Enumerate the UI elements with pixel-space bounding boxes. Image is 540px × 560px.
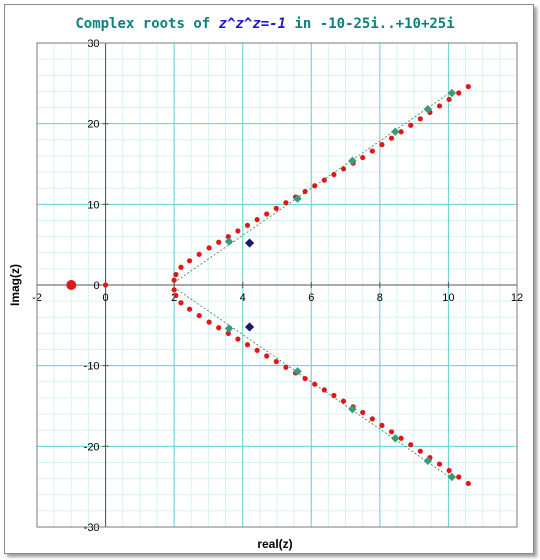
data-point [456,474,462,480]
data-point [321,387,327,393]
data-point [447,472,457,482]
data-point [66,280,77,290]
data-point [235,336,241,342]
data-point [283,200,289,206]
data-point [224,237,234,246]
data-point [391,434,400,443]
x-tick-label: 2 [171,292,177,304]
data-point [206,245,212,251]
data-point [423,456,433,466]
data-point [321,177,327,183]
data-point [360,409,366,416]
data-point [388,135,395,141]
x-axis-label: real(z) [257,537,292,551]
data-point [186,306,193,312]
y-tick-label: 0 [93,280,99,292]
data-point [302,375,308,382]
data-point [235,228,241,234]
chart-frame: Complex roots of z^z^z=-1 in -10-25i..+1… [4,4,534,554]
data-point [244,238,255,248]
data-point [331,171,337,178]
y-tick-label: 10 [87,199,99,211]
x-tick-label: 4 [240,292,246,304]
data-point [293,194,302,203]
data-point [340,166,347,172]
chart-title-formula: z^z^z=-1 [219,16,286,32]
data-point [398,435,404,441]
data-point [293,367,302,376]
y-tick-label: -10 [84,361,100,373]
chart-title: Complex roots of z^z^z=-1 in -10-25i..+1… [75,16,454,32]
data-point [216,325,222,331]
y-tick-label: 30 [87,38,99,50]
data-point [173,292,179,299]
data-point [379,422,385,428]
data-point [173,271,179,278]
data-point [436,461,443,467]
plot-border [36,42,518,528]
y-axis-label: Imag(z) [8,264,22,306]
data-point [196,313,202,319]
data-point [171,277,177,283]
data-point [273,205,279,211]
data-point [391,127,400,136]
data-point [340,398,347,404]
data-point [273,359,279,365]
data-point [224,324,234,333]
data-point [244,222,251,228]
x-tick-label: 0 [103,292,109,304]
data-point [312,183,318,189]
data-point [408,442,414,448]
data-point [171,287,177,293]
data-point [196,251,202,257]
data-point [465,83,471,90]
data-point [369,416,375,422]
data-point [348,405,357,414]
data-point [254,347,260,353]
data-point [369,148,375,154]
data-point [447,88,457,98]
chart-title-prefix: Complex roots of [75,16,218,32]
data-point [465,480,471,487]
chart-title-suffix: in -10-25i..+10+25i [286,16,455,32]
root-locus-chart: Complex roots of z^z^z=-1 in -10-25i..+1… [8,16,523,551]
y-tick-label: -20 [84,441,100,453]
data-point [244,342,251,348]
data-point [283,364,289,370]
data-point [264,211,270,217]
data-point [388,429,395,435]
data-point [178,264,184,270]
data-point [456,90,462,96]
data-point [417,448,423,454]
data-point [331,392,337,399]
data-point [408,122,414,128]
data-point [312,381,318,387]
data-point [254,217,260,223]
data-point [398,129,404,135]
data-point [178,300,184,306]
data-point [102,282,109,288]
y-tick-label: 20 [87,119,99,131]
data-point [264,353,270,359]
data-point [186,258,193,264]
data-point [446,96,452,103]
data-point [244,322,255,332]
x-tick-label: 10 [442,292,454,304]
data-point [436,103,443,109]
data-point [216,239,222,245]
data-point [379,142,385,148]
y-tick-label: -30 [84,522,100,534]
x-tick-label: 6 [308,292,314,304]
data-point [348,156,357,165]
data-point [423,104,433,114]
data-point [206,319,212,325]
data-point [360,154,366,161]
data-point [446,467,452,474]
data-point [302,188,308,195]
x-tick-label: 8 [377,292,383,304]
data-point [417,116,423,122]
